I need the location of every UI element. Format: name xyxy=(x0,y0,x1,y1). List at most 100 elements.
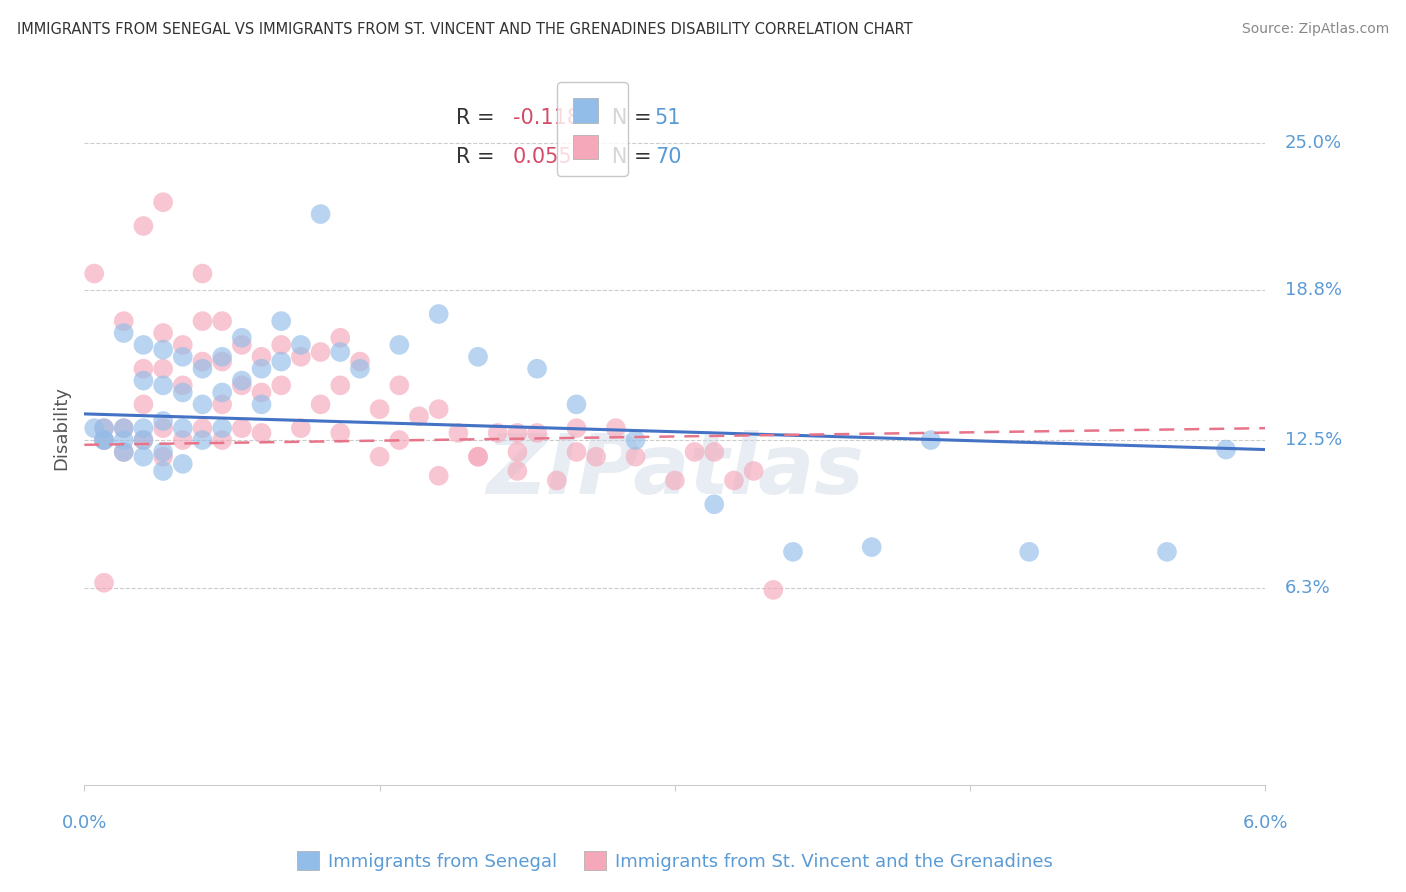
Point xyxy=(486,425,509,440)
Point xyxy=(191,267,214,281)
Point xyxy=(172,385,194,400)
Point xyxy=(309,345,332,359)
Point xyxy=(565,397,588,411)
Point xyxy=(309,397,332,411)
Point xyxy=(467,450,489,464)
Point xyxy=(388,433,411,447)
Text: N =: N = xyxy=(592,108,658,128)
Point xyxy=(172,378,194,392)
Point xyxy=(211,354,233,368)
Point xyxy=(152,326,174,340)
Point xyxy=(132,397,155,411)
Point xyxy=(211,385,233,400)
Point xyxy=(565,445,588,459)
Point xyxy=(742,464,765,478)
Text: IMMIGRANTS FROM SENEGAL VS IMMIGRANTS FROM ST. VINCENT AND THE GRENADINES DISABI: IMMIGRANTS FROM SENEGAL VS IMMIGRANTS FR… xyxy=(17,22,912,37)
Point xyxy=(270,314,292,328)
Text: 6.0%: 6.0% xyxy=(1243,814,1288,831)
Point xyxy=(93,421,115,435)
Point xyxy=(191,397,214,411)
Point xyxy=(83,267,105,281)
Point xyxy=(231,378,253,392)
Point xyxy=(231,421,253,435)
Point xyxy=(782,545,804,559)
Point xyxy=(546,474,568,488)
Point xyxy=(172,457,194,471)
Text: 6.3%: 6.3% xyxy=(1285,579,1331,597)
Point xyxy=(93,433,115,447)
Point xyxy=(231,374,253,388)
Point xyxy=(467,450,489,464)
Point xyxy=(624,433,647,447)
Point xyxy=(172,350,194,364)
Text: 0.0%: 0.0% xyxy=(62,814,107,831)
Point xyxy=(152,195,174,210)
Point xyxy=(93,433,115,447)
Text: R =: R = xyxy=(457,108,502,128)
Text: Source: ZipAtlas.com: Source: ZipAtlas.com xyxy=(1241,22,1389,37)
Point xyxy=(506,464,529,478)
Point xyxy=(211,314,233,328)
Point xyxy=(152,414,174,428)
Point xyxy=(191,354,214,368)
Text: 12.5%: 12.5% xyxy=(1285,431,1343,449)
Point xyxy=(211,421,233,435)
Point xyxy=(152,378,174,392)
Point xyxy=(250,361,273,376)
Y-axis label: Disability: Disability xyxy=(52,386,70,470)
Point xyxy=(152,421,174,435)
Point xyxy=(447,425,470,440)
Point xyxy=(329,378,352,392)
Point xyxy=(565,421,588,435)
Text: R =: R = xyxy=(457,147,502,167)
Point xyxy=(664,474,686,488)
Point xyxy=(329,331,352,345)
Point xyxy=(860,540,883,554)
Point xyxy=(1156,545,1178,559)
Point xyxy=(211,350,233,364)
Point xyxy=(112,445,135,459)
Point xyxy=(93,575,115,590)
Point xyxy=(132,421,155,435)
Point xyxy=(132,433,155,447)
Point xyxy=(920,433,942,447)
Point xyxy=(762,582,785,597)
Point xyxy=(506,445,529,459)
Point xyxy=(132,361,155,376)
Point xyxy=(329,345,352,359)
Point xyxy=(703,445,725,459)
Point xyxy=(112,433,135,447)
Point xyxy=(211,397,233,411)
Point xyxy=(1215,442,1237,457)
Point xyxy=(172,338,194,352)
Point xyxy=(723,474,745,488)
Point xyxy=(309,207,332,221)
Point xyxy=(427,468,450,483)
Text: 70: 70 xyxy=(655,147,682,167)
Text: N =: N = xyxy=(592,147,658,167)
Point xyxy=(132,450,155,464)
Point xyxy=(250,425,273,440)
Point xyxy=(83,421,105,435)
Point xyxy=(191,421,214,435)
Point xyxy=(191,361,214,376)
Point xyxy=(93,421,115,435)
Point xyxy=(585,450,607,464)
Point xyxy=(152,450,174,464)
Point xyxy=(427,402,450,417)
Point xyxy=(152,445,174,459)
Point xyxy=(408,409,430,424)
Point xyxy=(427,307,450,321)
Point xyxy=(132,338,155,352)
Point xyxy=(368,450,391,464)
Point xyxy=(250,397,273,411)
Point xyxy=(1018,545,1040,559)
Point xyxy=(388,378,411,392)
Point xyxy=(93,433,115,447)
Point xyxy=(368,402,391,417)
Point xyxy=(112,445,135,459)
Point xyxy=(270,338,292,352)
Point xyxy=(152,361,174,376)
Point xyxy=(172,421,194,435)
Text: 51: 51 xyxy=(655,108,682,128)
